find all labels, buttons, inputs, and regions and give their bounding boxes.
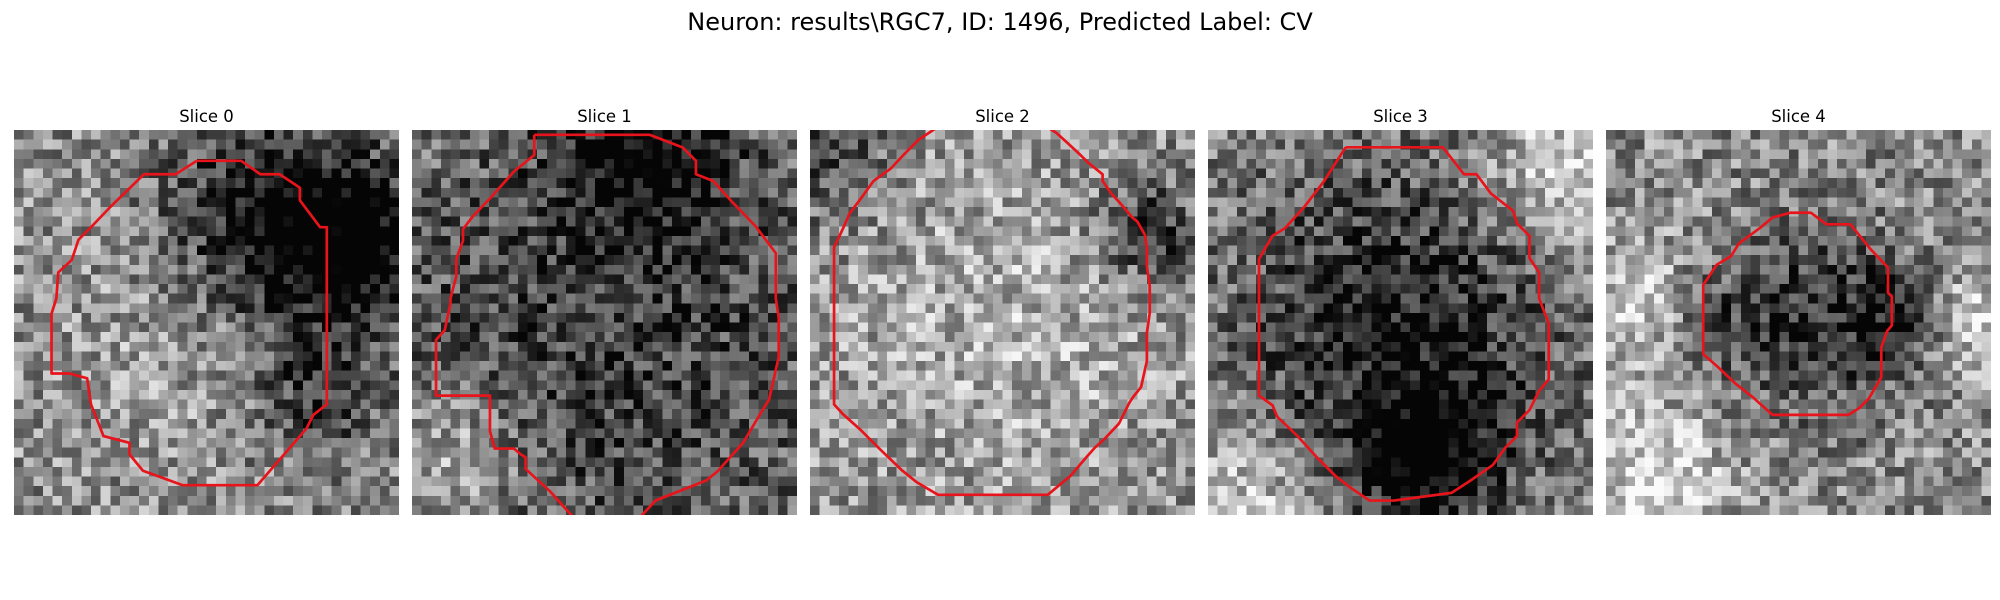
figure-title: Neuron: results\RGC7, ID: 1496, Predicte…: [0, 6, 2000, 38]
slice-panel-2: Slice 2: [810, 106, 1195, 515]
slice-image: [412, 130, 797, 515]
slice-panel-0: Slice 0: [14, 106, 399, 515]
slice-title: Slice 4: [1606, 106, 1991, 130]
slice-image: [1606, 130, 1991, 515]
pixel-noise: [412, 130, 797, 515]
slice-title: Slice 1: [412, 106, 797, 130]
slice-title: Slice 3: [1208, 106, 1593, 130]
slice-panel-4: Slice 4: [1606, 106, 1991, 515]
slice-title: Slice 2: [810, 106, 1195, 130]
pixel-noise: [1606, 130, 1991, 515]
pixel-noise: [1208, 130, 1593, 515]
slice-image: [1208, 130, 1593, 515]
pixel-noise: [14, 130, 399, 515]
slice-panel-1: Slice 1: [412, 106, 797, 515]
slice-title: Slice 0: [14, 106, 399, 130]
slice-image: [810, 130, 1195, 515]
slice-image: [14, 130, 399, 515]
slice-panel-3: Slice 3: [1208, 106, 1593, 515]
